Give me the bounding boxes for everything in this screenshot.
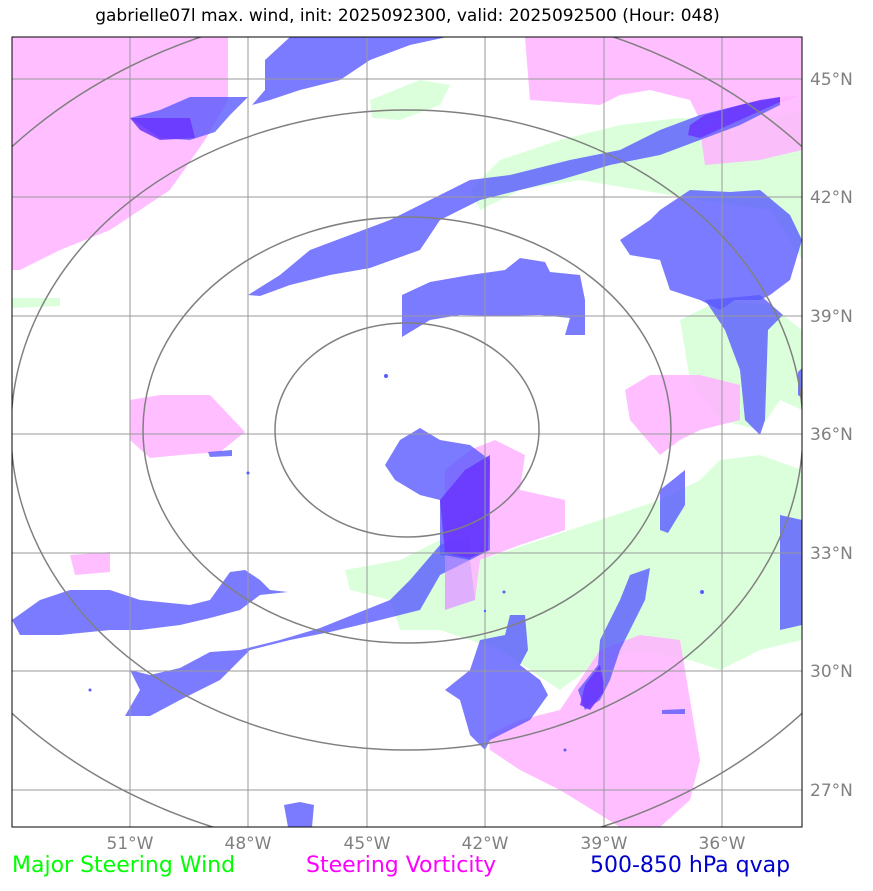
- lat-label: 27°N: [810, 781, 853, 801]
- lon-tick-labels: 51°W 48°W 45°W 42°W 39°W 36°W: [107, 834, 746, 854]
- qvap-patch: [402, 258, 585, 337]
- overlap-patch: [445, 555, 475, 610]
- qvap-patch: [705, 295, 783, 435]
- lon-label: 51°W: [107, 834, 154, 854]
- qvap-patch: [252, 37, 447, 105]
- plot-frame: [11, 36, 803, 828]
- legend-steering-vorticity: Steering Vorticity: [306, 853, 497, 878]
- qvap-patch: [208, 450, 232, 457]
- qvap-patch: [780, 515, 802, 630]
- lon-label: 36°W: [699, 834, 746, 854]
- qvap-dot: [384, 374, 388, 378]
- qvap-dot: [246, 471, 250, 475]
- overlap-layer: [445, 555, 475, 610]
- qvap-patch: [284, 802, 314, 827]
- lat-label: 42°N: [810, 188, 853, 208]
- qvap-patch: [248, 97, 780, 296]
- map-plot-area: [12, 37, 802, 827]
- qvap-core: [688, 97, 780, 138]
- lon-label: 42°W: [462, 834, 509, 854]
- qvap-dot: [700, 590, 704, 594]
- lat-tick-labels: 45°N 42°N 39°N 36°N 33°N 30°N 27°N: [810, 70, 853, 801]
- qvap-patch: [12, 570, 288, 635]
- range-ring-2: [142, 216, 672, 644]
- lat-label: 33°N: [810, 544, 853, 564]
- legend-steering-wind: Major Steering Wind: [12, 853, 236, 878]
- grid-lines: [12, 37, 802, 827]
- vorticity-patch: [700, 95, 802, 165]
- range-rings: [12, 37, 802, 827]
- vorticity-patch: [625, 375, 740, 455]
- qvap-patch: [445, 615, 548, 750]
- lat-label: 39°N: [810, 307, 853, 327]
- qvap-dot: [563, 748, 567, 752]
- qvap-core-layer: [130, 97, 780, 710]
- lon-label: 45°W: [344, 834, 391, 854]
- vorticity-patch: [12, 37, 228, 270]
- qvap-dot: [483, 609, 487, 613]
- qvap-dot: [88, 688, 92, 692]
- vorticity-patch: [130, 395, 245, 458]
- lon-label: 39°W: [581, 834, 628, 854]
- legend-qvap: 500-850 hPa qvap: [590, 853, 791, 878]
- lat-label: 36°N: [810, 425, 853, 445]
- range-ring-3: [12, 109, 802, 751]
- qvap-core: [440, 455, 490, 558]
- qvap-core: [580, 665, 605, 710]
- qvap-dots: [88, 374, 704, 752]
- qvap-patch: [660, 470, 685, 533]
- qvap-core: [130, 118, 195, 140]
- vorticity-patch: [70, 552, 110, 575]
- wind-patch: [12, 298, 60, 308]
- vorticity-patch: [488, 635, 700, 827]
- wind-patch: [345, 455, 802, 690]
- map-title: gabrielle07l max. wind, init: 2025092300…: [95, 6, 720, 26]
- range-ring-1: [274, 322, 540, 538]
- lat-label: 30°N: [810, 662, 853, 682]
- qvap-patch: [662, 709, 685, 714]
- qvap-patch: [798, 368, 802, 398]
- lon-label: 48°W: [225, 834, 272, 854]
- qvap-dot: [502, 590, 506, 594]
- lat-label: 45°N: [810, 70, 853, 90]
